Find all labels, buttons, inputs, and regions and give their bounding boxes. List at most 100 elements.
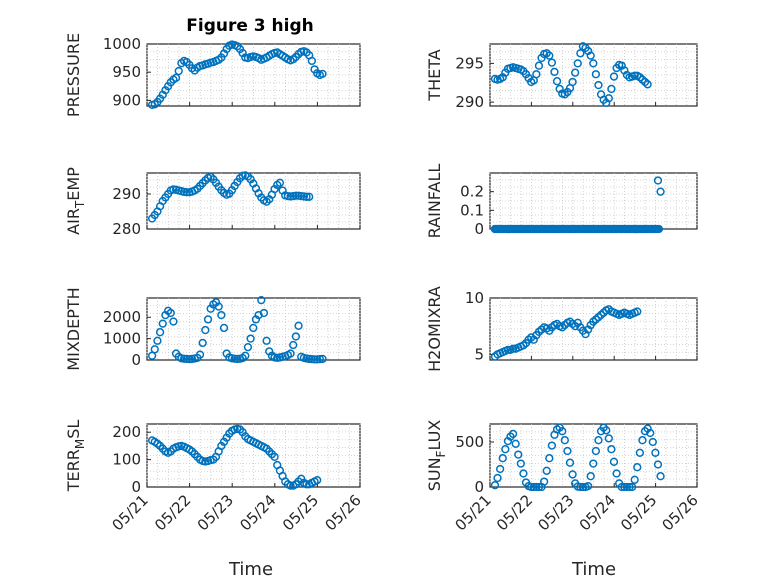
subplot-terr_msl: 0 100 200 05/21 05/22 05/23 05/24 05/25 05/26 TER… — [64, 420, 365, 535]
data-point — [633, 307, 642, 316]
series-h2omixra — [490, 305, 642, 361]
data-point — [651, 448, 660, 457]
figure-title: Figure 3 high — [186, 16, 314, 36]
x-axis-label-right: Time — [571, 559, 616, 580]
data-point — [586, 472, 595, 481]
data-point — [527, 482, 536, 492]
data-point — [275, 178, 285, 187]
y-axis-label: AIRTEMP — [64, 167, 87, 235]
data-point — [617, 482, 626, 492]
y-tick-label: 1000 — [103, 35, 141, 53]
data-point — [604, 434, 613, 443]
data-point — [604, 94, 613, 103]
data-point — [514, 450, 523, 459]
y-axis-label: THETA — [425, 49, 444, 101]
data-point — [534, 482, 544, 492]
y-tick-label: 0 — [131, 478, 141, 496]
data-point — [656, 472, 665, 481]
series-terr_msl — [147, 424, 322, 490]
data-point — [257, 295, 266, 305]
data-point — [158, 319, 167, 328]
y-tick-label: 900 — [112, 91, 141, 109]
grid — [146, 173, 361, 229]
data-point — [594, 80, 603, 90]
y-tick-label: 500 — [455, 433, 484, 451]
data-point — [310, 355, 319, 364]
data-point — [230, 354, 239, 363]
y-axis-label: MIXDEPTH — [64, 287, 83, 370]
x-tick-label: 05/24 — [236, 491, 279, 534]
data-point — [558, 427, 567, 436]
data-point — [625, 482, 634, 492]
data-point — [249, 323, 258, 333]
subplot-rainfall: 00.10.2 RAINFALL — [425, 164, 698, 238]
data-point — [302, 192, 311, 201]
data-point — [289, 340, 298, 350]
data-point — [501, 445, 510, 454]
series-rainfall — [490, 176, 665, 234]
y-tick-label: 950 — [112, 63, 141, 81]
data-point — [560, 436, 569, 445]
y-axis-label: H2OMIXRA — [425, 286, 444, 372]
data-point — [545, 454, 554, 463]
data-point — [648, 437, 657, 447]
data-point — [495, 464, 505, 474]
data-point — [591, 446, 601, 456]
data-point — [630, 71, 639, 80]
data-point — [633, 463, 642, 472]
grid — [146, 424, 361, 487]
data-point — [552, 77, 562, 86]
subplot-theta: 290 295 THETA — [425, 42, 698, 111]
data-point — [547, 441, 557, 450]
grid — [489, 173, 698, 229]
data-point — [532, 70, 541, 79]
data-point — [550, 67, 559, 77]
data-point — [646, 428, 655, 438]
y-tick-label: 290 — [455, 93, 484, 111]
data-point — [305, 354, 314, 364]
data-point — [318, 69, 327, 79]
data-point — [542, 466, 551, 475]
data-point — [653, 460, 663, 469]
y-tick-label: 0.1 — [460, 201, 484, 219]
y-axis-label: PRESSURE — [64, 33, 83, 117]
data-point — [302, 480, 311, 489]
data-point — [195, 350, 205, 359]
data-point — [155, 328, 165, 337]
data-point — [185, 354, 194, 364]
data-point — [607, 445, 616, 454]
subplot-pressure: 900 950 1000 PRESSURE — [64, 33, 361, 117]
subplot-mixdepth: 0 1000 2000 MIXDEPTH — [64, 287, 361, 371]
data-point — [545, 51, 554, 60]
data-point — [169, 317, 178, 326]
data-point — [182, 354, 191, 364]
data-point — [576, 49, 585, 58]
y-tick-label: 0 — [131, 351, 141, 369]
data-point — [214, 302, 223, 311]
data-point — [150, 345, 159, 354]
data-point — [291, 191, 301, 200]
data-point — [643, 80, 652, 89]
data-point — [286, 349, 295, 358]
data-point — [241, 351, 250, 360]
data-point — [571, 68, 580, 77]
x-axis-label-left: Time — [228, 559, 273, 580]
y-tick-label: 0 — [474, 220, 484, 238]
data-point — [286, 481, 295, 490]
data-point — [508, 429, 518, 439]
x-tick-label: 05/23 — [534, 491, 577, 534]
data-point — [609, 72, 619, 81]
data-point — [174, 66, 183, 76]
y-tick-label: 295 — [455, 54, 484, 72]
data-point — [233, 354, 242, 364]
x-tick-label: 05/21 — [452, 491, 495, 534]
data-point — [612, 469, 621, 478]
data-point — [171, 73, 181, 82]
data-point — [519, 469, 528, 478]
y-tick-label: 0.2 — [460, 183, 484, 201]
data-point — [583, 481, 593, 491]
data-point — [313, 355, 322, 364]
data-point — [635, 448, 645, 457]
x-tick-label: 05/26 — [322, 491, 365, 534]
